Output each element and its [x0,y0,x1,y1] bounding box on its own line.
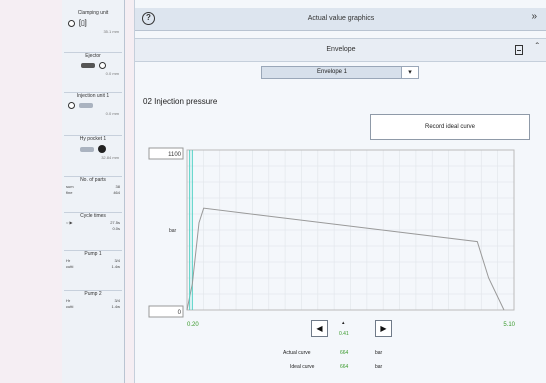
nozzle-bar-icon [80,146,94,152]
envelope-header: Envelope ˆ [135,38,546,62]
clamping-status-icon [68,19,75,27]
ejector-title: Ejector [85,53,101,59]
cursor-marker: ▴ [342,320,345,326]
section-title: 02 Injection pressure [143,97,218,106]
envelope-title: Envelope [326,46,356,53]
cycle-row2-value: 0.0s [112,226,120,231]
collapse-all-icon[interactable]: » [531,11,537,22]
ejector-status-icon [98,62,106,69]
pump2-row2-value: 1.4w [111,304,120,309]
actual-curve-label: Actual curve [283,350,311,356]
sidebar-clamping[interactable]: Clamping unit [▯] 35.1 mm [64,10,122,35]
pump1-row1-label: Hr [66,258,71,263]
main-panel: ? Actual value graphics » Envelope ˆ Env… [134,0,546,383]
panel-title: Actual value graphics [307,15,375,22]
pump1-row2-label: cutti [66,264,74,269]
y-min-field[interactable] [148,305,184,318]
y-unit-label: bar [169,228,177,234]
pump1-title: Pump 1 [84,251,102,257]
ideal-curve-unit: bar [375,364,383,370]
actual-curve-line [186,207,505,311]
sidebar-pump2[interactable]: Pump 2 Hr 3/4 cutti 1.4w [64,290,122,310]
ejector-bar-icon [80,63,95,68]
pump2-row2-label: cutti [66,304,74,309]
panel-header: ? Actual value graphics » [135,8,546,31]
pump2-row1-label: Hr [66,298,71,303]
parts-row1-label: sum [66,184,74,189]
sidebar-ejector[interactable]: Ejector 0.0 mm [64,52,122,77]
ideal-curve-value: 664 [340,364,349,370]
sidebar-cycle[interactable]: Cycle times ○ ▶ 27.5s 0.0s [64,212,122,232]
clamping-title: Clamping unit [77,10,109,16]
cursor-value: 0.41 [339,331,349,337]
pump1-row2-value: 1.4w [111,264,120,269]
ideal-curve-label: Ideal curve [290,364,315,370]
x-end-label: 5.10 [503,322,515,328]
x-start-label: 0.20 [187,322,199,328]
envelope-select-value: Envelope 1 [262,67,402,78]
plot-frame [186,149,515,311]
injection-unit-icon [79,103,93,108]
nozzle-title: Hy pocket 1 [79,136,107,142]
actual-curve-unit: bar [375,350,383,356]
injection-value: 0.0 mm [105,111,119,116]
pump2-row1-value: 3/4 [114,298,120,303]
chevron-up-icon[interactable]: ˆ [535,42,539,53]
cursor-right-button[interactable]: ▶ [375,320,392,337]
outer-background [0,0,62,383]
y-max-label: 1100 [168,152,182,158]
document-icon[interactable] [515,45,523,55]
y-max-field[interactable] [148,147,184,160]
cycle-play-icon: ○ ▶ [66,220,73,225]
parts-row2-value: 464 [113,190,120,195]
actual-curve-value: 664 [340,350,349,356]
chevron-down-icon[interactable]: ▾ [401,67,418,78]
sidebar-pump1[interactable]: Pump 1 Hr 3/4 cutti 1.4w [64,250,122,270]
parts-title: No. of parts [80,177,106,183]
record-ideal-curve-button[interactable]: Record ideal curve [370,114,530,140]
y-min-label: 0 [178,310,182,316]
cycle-title: Cycle times [80,213,106,219]
cursor-left-button[interactable]: ◀ [311,320,328,337]
envelope-select[interactable]: Envelope 1 ▾ [261,66,419,79]
pressure-chart: 1100 0 bar 0.20 5.10 [148,147,516,328]
nozzle-value: 32.84 mm [101,155,119,160]
cycle-row1-value: 27.5s [110,220,120,225]
injection-title: Injection unit 1 [76,93,110,99]
sidebar-parts[interactable]: No. of parts sum 38 fine 464 [64,176,122,196]
pump2-title: Pump 2 [84,291,102,297]
ejector-value: 0.0 mm [105,71,119,76]
sidebar-nozzle[interactable]: Hy pocket 1 32.84 mm [64,135,122,161]
clamping-mould-icon: [▯] [79,20,87,27]
nozzle-status-icon [98,145,106,153]
help-icon[interactable]: ? [142,12,155,25]
sidebar-injection[interactable]: Injection unit 1 0.0 mm [64,92,122,117]
chart-grid [187,150,514,310]
injection-status-icon [68,102,75,109]
pump1-row1-value: 3/4 [114,258,120,263]
clamping-value: 35.1 mm [103,29,119,34]
sidebar: Clamping unit [▯] 35.1 mm Ejector 0.0 mm… [62,0,125,383]
parts-row1-value: 38 [115,184,120,189]
parts-row2-label: fine [66,190,73,195]
